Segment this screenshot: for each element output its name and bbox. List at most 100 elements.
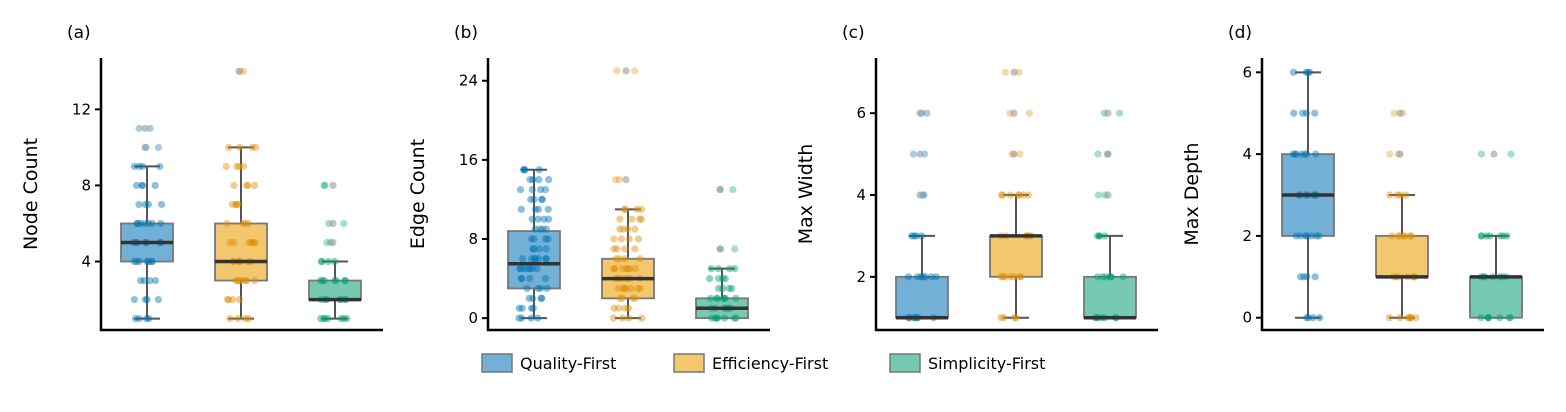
data-point (1303, 314, 1311, 322)
data-point (713, 314, 721, 322)
data-point (1302, 68, 1310, 76)
y-tick-label: 12 (72, 100, 91, 118)
data-point (525, 294, 533, 302)
data-point (154, 295, 162, 304)
data-point (526, 265, 534, 273)
data-point (616, 225, 624, 233)
outlier-point (1104, 150, 1112, 158)
y-tick-label: 4 (856, 186, 866, 204)
data-point (1396, 314, 1404, 322)
data-point (1303, 150, 1311, 158)
data-point (524, 265, 532, 273)
panel-label: (a) (67, 23, 91, 43)
data-point (237, 276, 245, 285)
data-point (725, 284, 733, 293)
data-point (541, 274, 550, 283)
data-point (620, 205, 629, 213)
data-point (341, 276, 349, 285)
data-point (542, 255, 550, 263)
data-point (923, 109, 931, 117)
data-point (913, 273, 922, 281)
data-point (146, 276, 154, 285)
data-point (340, 314, 348, 323)
data-point (229, 295, 237, 304)
data-point (621, 255, 629, 263)
data-point (244, 219, 253, 228)
y-tick-label: 4 (81, 253, 91, 271)
data-point (222, 162, 230, 171)
data-point (235, 162, 243, 171)
data-point (523, 284, 531, 293)
data-point (721, 294, 729, 302)
data-point (720, 294, 728, 302)
panel-c: (c) Max Width 2 4 6 (795, 23, 1158, 332)
data-point (148, 257, 156, 266)
data-point (318, 257, 326, 266)
data-point (535, 176, 543, 184)
data-point (239, 162, 248, 171)
data-point (713, 294, 721, 302)
data-point (636, 284, 644, 293)
data-point (242, 181, 251, 190)
data-point (517, 205, 525, 213)
data-point (1000, 314, 1008, 322)
data-point (611, 176, 620, 184)
data-point (711, 314, 719, 322)
data-point (531, 225, 539, 233)
data-point (638, 314, 646, 322)
data-point (148, 257, 156, 266)
data-point (1394, 232, 1403, 240)
data-point (912, 232, 920, 240)
data-point (156, 162, 164, 171)
data-point (145, 257, 153, 266)
data-point (634, 235, 643, 243)
data-point (130, 295, 138, 304)
data-point (516, 265, 524, 273)
data-point (223, 219, 231, 228)
data-point (1099, 273, 1107, 281)
data-point (340, 219, 348, 228)
data-point (130, 257, 138, 266)
data-point (615, 176, 623, 184)
legend-label: Efficiency-First (712, 354, 828, 373)
data-point (140, 219, 149, 228)
data-point (341, 276, 349, 285)
data-point (1402, 191, 1410, 199)
legend-item: Efficiency-First (673, 353, 828, 373)
data-point (618, 294, 626, 302)
data-point (223, 295, 232, 304)
box-iqr (214, 222, 268, 282)
data-point (543, 284, 551, 293)
data-point (320, 314, 328, 323)
data-point (908, 232, 916, 240)
data-point (1010, 273, 1018, 281)
data-point (1315, 232, 1323, 240)
data-point (135, 162, 143, 171)
data-point (1497, 232, 1505, 240)
data-point (1406, 314, 1415, 322)
data-point (611, 265, 619, 273)
data-point (530, 195, 538, 204)
box-iqr (989, 235, 1043, 278)
legend-label: Simplicity-First (928, 354, 1045, 373)
data-point (321, 314, 329, 323)
data-point (1107, 273, 1115, 281)
data-point (537, 195, 546, 204)
data-point (626, 265, 634, 273)
data-point (526, 274, 534, 283)
data-point (1406, 314, 1414, 322)
data-point (997, 191, 1006, 199)
data-point (250, 238, 258, 247)
outlier-point (1490, 150, 1498, 158)
data-point (239, 219, 247, 228)
data-point (1386, 191, 1394, 199)
data-point (623, 265, 631, 273)
data-point (529, 176, 537, 184)
data-point (146, 124, 154, 132)
data-point (612, 255, 620, 263)
data-point (324, 257, 332, 266)
data-point (619, 265, 627, 273)
legend-swatch (889, 353, 921, 373)
data-point (621, 205, 629, 213)
